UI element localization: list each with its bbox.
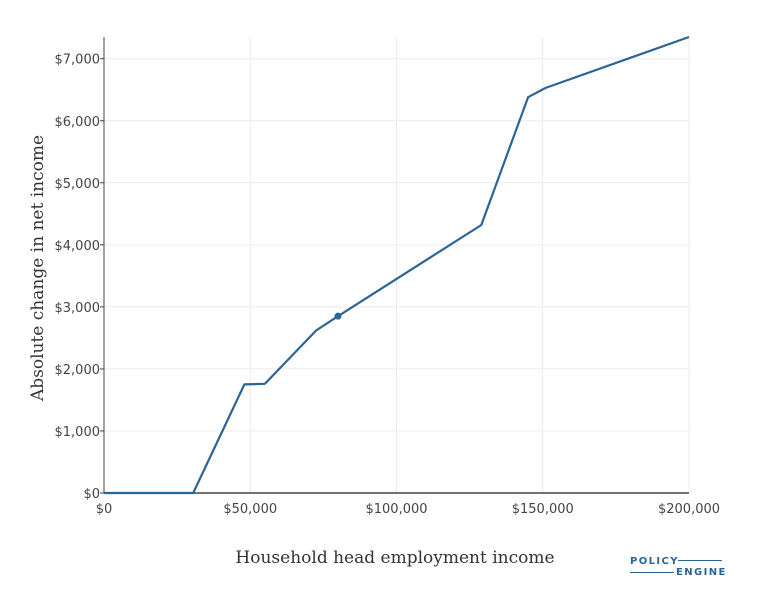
y-tick-label: $3,000 xyxy=(55,301,101,316)
x-axis-title: Household head employment income xyxy=(235,548,554,568)
y-tick-label: $5,000 xyxy=(55,177,101,192)
y-tick-label: $0 xyxy=(83,487,100,502)
y-tick-label: $7,000 xyxy=(55,53,101,68)
y-axis-title: Absolute change in net income xyxy=(28,135,48,402)
logo-line2: ENGINE xyxy=(676,567,727,578)
x-tick-label: $50,000 xyxy=(223,502,277,517)
y-tick-label: $6,000 xyxy=(55,115,101,130)
logo-rule-bottom xyxy=(630,572,674,573)
gridlines xyxy=(104,37,690,493)
logo-line1: POLICY xyxy=(630,556,679,567)
series-line xyxy=(104,35,690,495)
logo-rule-top xyxy=(678,560,722,561)
axes xyxy=(100,37,689,494)
tick-labels: $0 $1,000 $2,000 $3,000 $4,000 $5,000 $6,000 $7… xyxy=(55,53,721,517)
y-tick-label: $2,000 xyxy=(55,363,101,378)
x-tick-label: $0 xyxy=(96,502,113,517)
x-tick-label: $200,000 xyxy=(658,502,720,517)
series-group xyxy=(104,35,690,495)
policyengine-logo: POLICY ENGINE xyxy=(630,556,725,580)
y-tick-label: $1,000 xyxy=(55,425,101,440)
x-tick-label: $150,000 xyxy=(512,502,574,517)
data-point-marker xyxy=(334,312,342,320)
x-tick-label: $100,000 xyxy=(365,502,427,517)
y-tick-label: $4,000 xyxy=(55,239,101,254)
